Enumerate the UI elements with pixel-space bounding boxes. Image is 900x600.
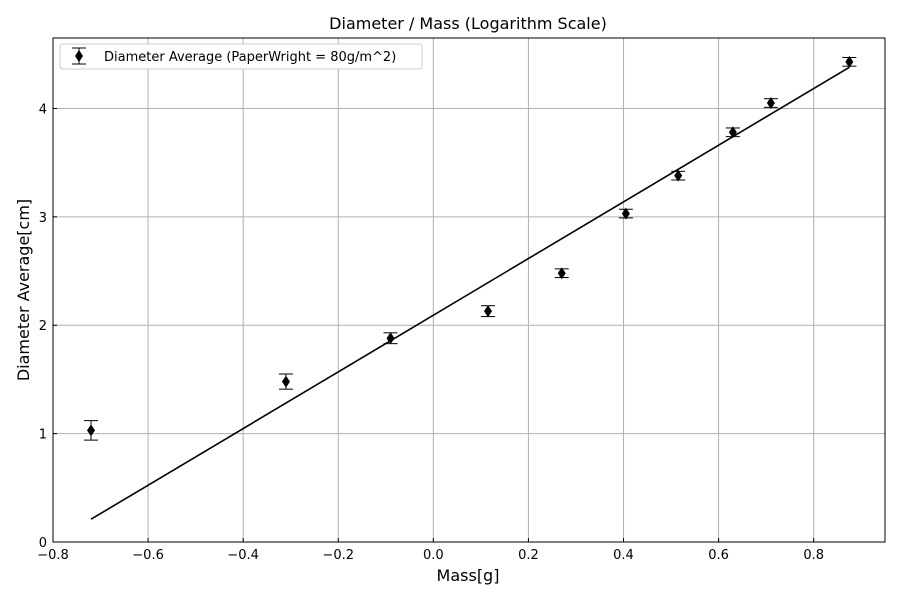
- x-tick-label: 0.8: [803, 548, 824, 563]
- fit-line-layer: [90, 66, 850, 520]
- legend-label: Diameter Average (PaperWright = 80g/m^2): [104, 50, 396, 65]
- x-tick-label: −0.4: [227, 548, 259, 563]
- data-point: [481, 305, 496, 318]
- diamond-marker: [281, 375, 290, 388]
- diamond-marker: [557, 267, 566, 280]
- x-axis-label: Mass[g]: [437, 566, 500, 585]
- diamond-marker: [674, 169, 683, 182]
- data-points: [84, 55, 857, 441]
- data-point: [618, 207, 633, 220]
- x-tick-label: 0.6: [708, 548, 729, 563]
- data-point: [84, 420, 99, 441]
- data-point: [278, 373, 293, 390]
- data-point: [725, 126, 740, 139]
- y-tick-label: 1: [39, 428, 47, 443]
- diamond-marker: [386, 332, 395, 345]
- x-tick-label: −0.2: [322, 548, 354, 563]
- fit-line: [90, 66, 850, 520]
- data-point: [383, 332, 398, 345]
- diamond-marker: [87, 424, 96, 437]
- data-point: [671, 169, 686, 182]
- y-tick-label: 4: [39, 102, 47, 117]
- diamond-marker: [484, 305, 493, 318]
- diamond-marker: [845, 55, 854, 68]
- plot-frame: [52, 37, 886, 543]
- diamond-marker: [766, 97, 775, 110]
- y-axis-label: Diameter Average[cm]: [14, 199, 33, 381]
- ticks: −0.8 −0.6 −0.4 −0.2 0.0 0.2 0.4 0.6 0.8 0 1 2 3 4: [37, 102, 824, 563]
- legend-marker-icon: [72, 47, 86, 65]
- x-tick-label: 0.0: [423, 548, 444, 563]
- grid: [53, 38, 885, 542]
- x-tick-label: −0.8: [37, 548, 69, 563]
- legend-box: [59, 43, 423, 70]
- diamond-marker: [621, 207, 630, 220]
- legend: Diameter Average (PaperWright = 80g/m^2): [59, 43, 423, 70]
- data-point: [554, 267, 569, 280]
- y-tick-label: 3: [39, 211, 47, 226]
- x-tick-label: −0.6: [132, 548, 164, 563]
- y-tick-label: 0: [39, 536, 47, 551]
- diamond-marker: [728, 126, 737, 139]
- x-tick-label: 0.4: [613, 548, 634, 563]
- y-tick-label: 2: [39, 319, 47, 334]
- chart-title: Diameter / Mass (Logarithm Scale): [329, 14, 607, 33]
- x-tick-label: 0.2: [518, 548, 539, 563]
- data-point: [842, 55, 857, 68]
- data-point: [763, 97, 778, 110]
- legend-diamond-icon: [75, 50, 83, 62]
